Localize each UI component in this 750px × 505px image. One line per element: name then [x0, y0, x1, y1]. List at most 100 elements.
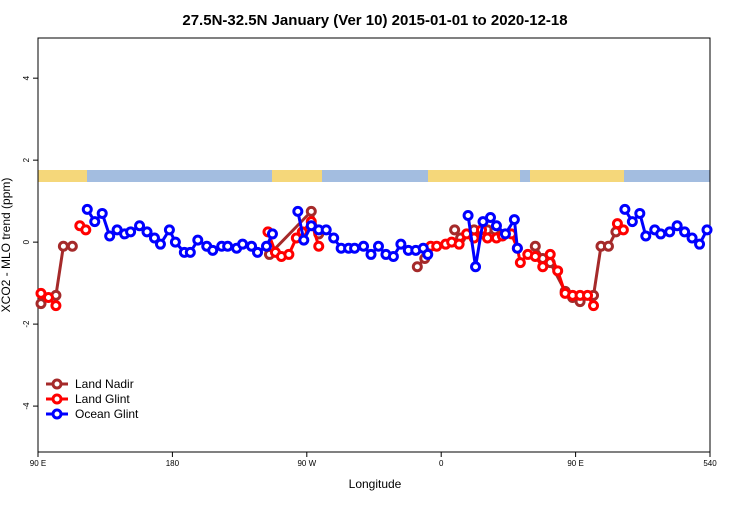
data-point	[431, 240, 443, 252]
data-point	[490, 220, 502, 232]
land-band	[38, 170, 87, 182]
data-point	[35, 298, 47, 310]
data-point	[222, 240, 234, 252]
data-point	[552, 265, 564, 277]
data-point	[634, 207, 646, 219]
data-point	[481, 232, 493, 244]
data-point	[514, 257, 526, 269]
data-point	[313, 240, 325, 252]
data-point	[141, 226, 153, 238]
data-point	[611, 218, 623, 230]
data-point	[260, 240, 272, 252]
data-point	[655, 228, 667, 240]
data-point	[484, 212, 496, 224]
data-point	[104, 230, 116, 242]
land-band	[530, 170, 624, 182]
x-axis-label: Longitude	[349, 477, 402, 491]
y-tick-label: -2	[22, 320, 31, 328]
data-point	[57, 240, 69, 252]
x-tick-label: 90 E	[30, 459, 46, 468]
data-point	[499, 228, 511, 240]
data-point	[89, 216, 101, 228]
data-point	[184, 246, 196, 258]
legend-marker	[51, 393, 63, 405]
data-point	[422, 248, 434, 260]
x-tick-label: 540	[703, 459, 717, 468]
data-point	[50, 300, 62, 312]
data-point	[619, 203, 631, 215]
y-tick-label: 4	[22, 75, 31, 80]
x-tick-label: 180	[166, 459, 180, 468]
data-point	[453, 238, 465, 250]
data-point	[283, 248, 295, 260]
data-point	[134, 220, 146, 232]
data-point	[372, 240, 384, 252]
data-point	[237, 238, 249, 250]
data-point	[81, 203, 93, 215]
data-point	[508, 214, 520, 226]
legend-marker	[51, 408, 63, 420]
data-point	[626, 216, 638, 228]
data-point	[544, 248, 556, 260]
data-point	[246, 240, 258, 252]
data-point	[305, 205, 317, 217]
data-point	[511, 242, 523, 254]
data-point	[66, 240, 78, 252]
data-point	[411, 261, 423, 273]
data-point	[328, 232, 340, 244]
data-point	[602, 240, 614, 252]
land-band	[428, 170, 520, 182]
y-tick-label: 0	[22, 239, 31, 244]
legend-label: Ocean Glint	[75, 407, 139, 421]
data-point	[125, 226, 137, 238]
data-point	[462, 209, 474, 221]
x-tick-label: 0	[439, 459, 444, 468]
data-point	[96, 207, 108, 219]
data-point	[169, 236, 181, 248]
x-tick-label: 90 E	[567, 459, 583, 468]
land-band	[272, 170, 322, 182]
data-point	[686, 232, 698, 244]
data-point	[537, 261, 549, 273]
data-point	[529, 250, 541, 262]
data-point	[395, 238, 407, 250]
data-point	[617, 224, 629, 236]
data-point	[449, 224, 461, 236]
y-tick-label: 2	[22, 157, 31, 162]
data-point	[298, 234, 310, 246]
data-point	[358, 240, 370, 252]
data-point	[154, 238, 166, 250]
data-point	[694, 238, 706, 250]
legend-label: Land Glint	[75, 392, 130, 406]
data-point	[163, 224, 175, 236]
data-point	[671, 220, 683, 232]
y-tick-label: -4	[22, 402, 31, 410]
chart-title: 27.5N-32.5N January (Ver 10) 2015-01-01 …	[182, 12, 567, 29]
data-point	[252, 246, 264, 258]
y-axis-label: XCO2 - MLO trend (ppm)	[0, 178, 13, 313]
data-point	[365, 248, 377, 260]
data-point	[207, 244, 219, 256]
data-point	[529, 240, 541, 252]
data-point	[292, 205, 304, 217]
data-point	[148, 232, 160, 244]
data-point	[266, 228, 278, 240]
data-point	[582, 289, 594, 301]
legend-label: Land Nadir	[75, 377, 134, 391]
data-point	[349, 242, 361, 254]
data-point	[80, 224, 92, 236]
data-point	[701, 224, 713, 236]
data-point	[664, 226, 676, 238]
data-point	[387, 250, 399, 262]
data-point	[192, 234, 204, 246]
data-point	[640, 230, 652, 242]
x-tick-label: 90 W	[297, 459, 316, 468]
data-point	[42, 291, 54, 303]
data-point	[679, 226, 691, 238]
plot-frame	[37, 37, 711, 453]
data-point	[470, 261, 482, 273]
legend-marker	[51, 378, 63, 390]
data-point	[588, 300, 600, 312]
